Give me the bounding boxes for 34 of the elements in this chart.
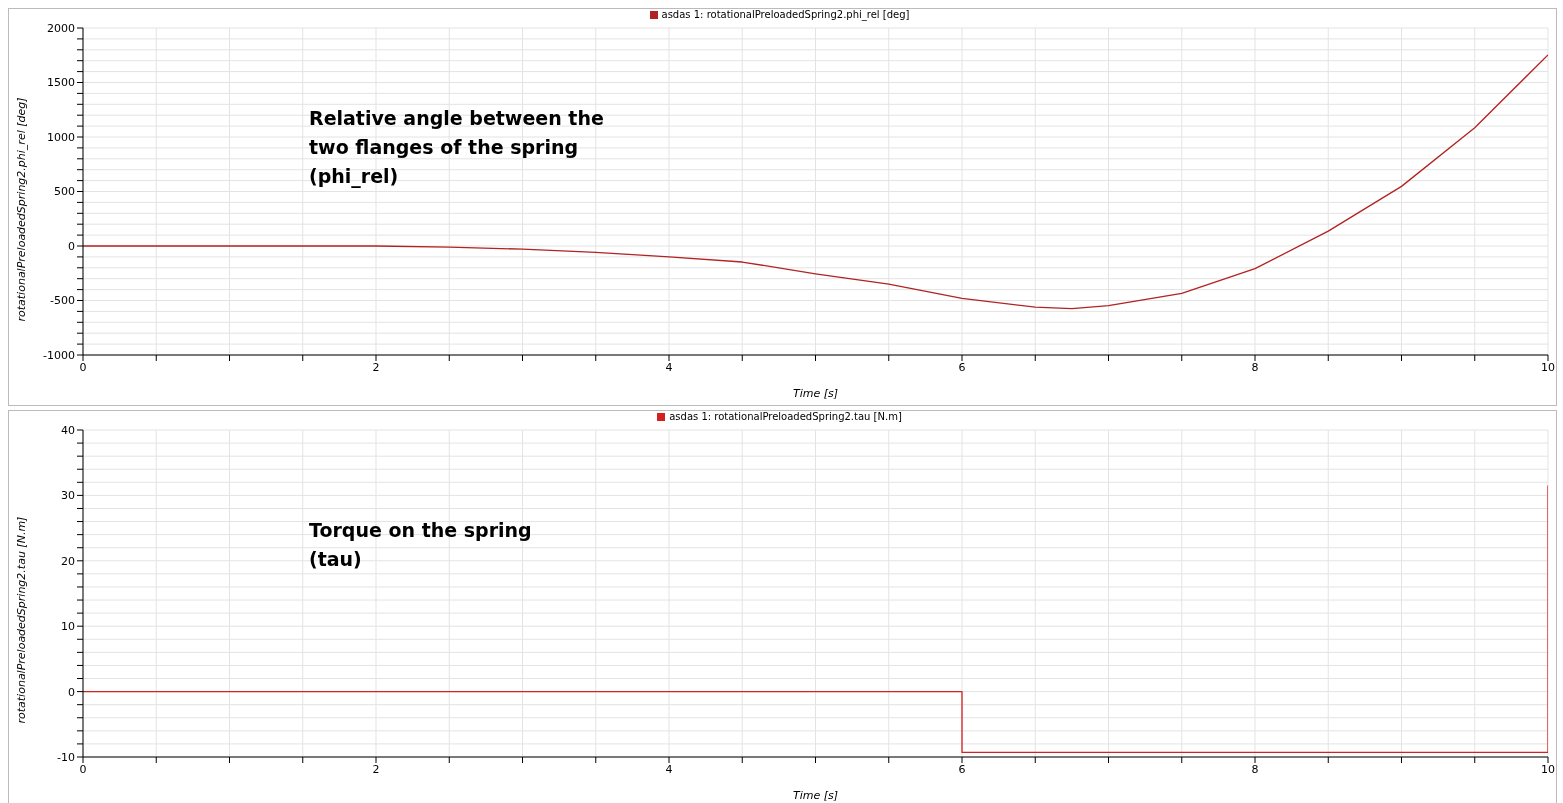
y-tick-label: -10	[57, 750, 75, 764]
x-tick-label: 0	[79, 762, 87, 776]
x-tick-label: 10	[1541, 360, 1555, 374]
y-tick-label: 2000	[47, 21, 75, 35]
y-tick-label: 0	[68, 239, 75, 253]
y-tick-label: 1000	[47, 130, 75, 144]
x-tick-label: 10	[1541, 762, 1555, 776]
x-tick-label: 6	[958, 762, 966, 776]
x-tick-label: 8	[1251, 360, 1259, 374]
x-tick-label: 2	[372, 762, 380, 776]
y-axis-title: rotationalPreloadedSpring2.phi_rel [deg]	[14, 97, 28, 322]
y-axis-title: rotationalPreloadedSpring2.tau [N.m]	[14, 516, 28, 724]
x-tick-label: 0	[79, 360, 87, 374]
y-tick-label: 30	[61, 489, 75, 503]
y-tick-label: -1000	[43, 348, 75, 362]
x-tick-label: 4	[665, 360, 673, 374]
x-tick-label: 6	[958, 360, 966, 374]
y-tick-label: 20	[61, 554, 75, 568]
annotation: Torque on the spring (tau)	[309, 518, 532, 572]
y-tick-label: 0	[68, 685, 75, 699]
x-axis-title: Time [s]	[792, 387, 839, 400]
y-tick-label: 10	[61, 620, 75, 634]
x-tick-label: 8	[1251, 762, 1259, 776]
y-tick-label: 1500	[47, 76, 75, 90]
y-tick-label: 40	[61, 423, 75, 437]
x-axis-title: Time [s]	[792, 789, 839, 802]
annotation: Relative angle between the two flanges of the spring (phi_rel)	[309, 106, 604, 190]
legend-label: asdas 1: rotationalPreloadedSpring2.phi_rel [deg]	[661, 9, 910, 20]
x-tick-label: 2	[372, 360, 380, 374]
legend-label: asdas 1: rotationalPreloadedSpring2.tau [N.m]	[669, 411, 902, 422]
line-series	[83, 54, 1548, 310]
y-tick-label: 500	[54, 185, 75, 199]
y-tick-label: -500	[50, 294, 75, 308]
x-tick-label: 4	[665, 762, 673, 776]
